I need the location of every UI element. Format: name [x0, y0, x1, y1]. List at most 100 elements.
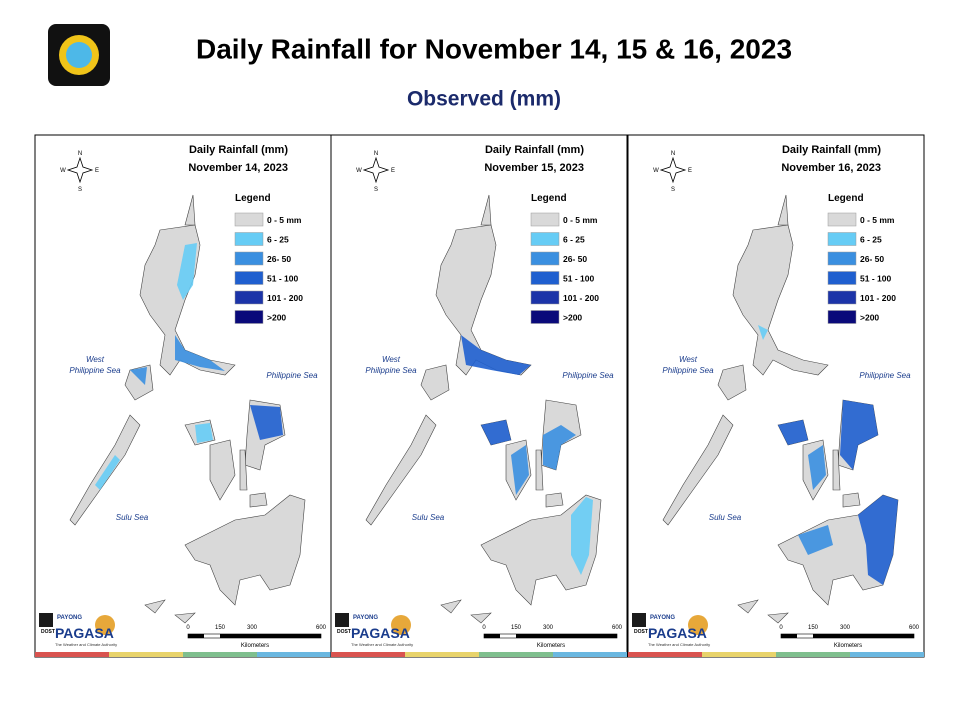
scale-tick: 600 [316, 625, 327, 631]
logo-mark [39, 613, 53, 627]
map-panel: Daily Rainfall (mm) November 16, 2023 Lege… [627, 134, 925, 658]
scale-bar [220, 634, 252, 638]
sea-label: Philippine Sea [562, 371, 614, 380]
compass-rose [659, 156, 687, 184]
logo-tagline: The Weather and Climate Authority [55, 642, 117, 647]
legend-label: 26- 50 [860, 254, 884, 264]
land [184, 194, 196, 226]
land [832, 449, 841, 491]
rain-area [481, 420, 511, 445]
legend-label: >200 [860, 313, 879, 323]
compass-s: S [671, 187, 675, 193]
legend-swatch [827, 290, 857, 305]
land [365, 414, 437, 526]
compass-e: E [688, 168, 692, 174]
legend-label: 101 - 200 [860, 293, 896, 303]
scale-tick: 150 [808, 625, 819, 631]
land [174, 612, 196, 624]
land [737, 599, 759, 614]
rain-area [250, 405, 283, 440]
legend-label: >200 [563, 313, 582, 323]
legend-title: Legend [235, 193, 271, 204]
map-title: Daily Rainfall (mm) [189, 144, 288, 156]
legend-swatch [234, 271, 264, 285]
footer-stripe [109, 652, 183, 657]
scale-bar [813, 634, 845, 638]
legend-swatch [234, 212, 264, 227]
footer-stripe [553, 652, 627, 657]
compass-w: W [60, 168, 66, 174]
logo-agency: DOST [634, 629, 648, 635]
legend-swatch [234, 232, 264, 246]
sea-label: Philippine Sea [365, 366, 417, 375]
logo-program: PAYONG [650, 615, 675, 621]
sea-label: Philippine Sea [266, 371, 318, 380]
header-logo [48, 24, 110, 86]
land [440, 599, 462, 614]
compass-w: W [653, 168, 659, 174]
scale-unit: Kilometers [834, 643, 862, 649]
compass-n: N [78, 151, 82, 157]
scale-tick: 0 [779, 625, 783, 631]
compass-e: E [95, 168, 99, 174]
legend-label: 101 - 200 [563, 293, 599, 303]
map-title: Daily Rainfall (mm) [782, 144, 881, 156]
logo-mark [335, 613, 349, 627]
scale-tick: 600 [909, 625, 920, 631]
footer-stripe [405, 652, 479, 657]
panels: Daily Rainfall (mm) November 14, 2023 Lege… [34, 134, 925, 658]
legend-label: 6 - 25 [267, 235, 289, 245]
legend-swatch [530, 251, 560, 266]
legend-swatch [530, 232, 560, 246]
scale-bar [845, 634, 914, 638]
rain-area [461, 335, 531, 375]
land [209, 439, 236, 501]
page-title: Daily Rainfall for November 14, 15 & 16,… [196, 33, 792, 64]
scale-tick: 300 [543, 625, 554, 631]
rain-area [95, 455, 120, 490]
legend-label: 26- 50 [563, 254, 587, 264]
page-subtitle: Observed (mm) [407, 88, 561, 111]
land [535, 449, 544, 491]
compass-e: E [391, 168, 395, 174]
scale-bar [188, 634, 204, 638]
map-panel: Daily Rainfall (mm) November 15, 2023 Lege… [330, 134, 628, 658]
land [842, 492, 861, 508]
legend-swatch [530, 310, 560, 324]
sea-label: Philippine Sea [662, 366, 714, 375]
logo-name: PAGASA [55, 625, 114, 641]
compass-rose [362, 156, 390, 184]
scale-tick: 300 [247, 625, 258, 631]
rain-area [130, 367, 147, 385]
logo-mark [95, 615, 115, 635]
logo-program: PAYONG [353, 615, 378, 621]
legend-label: 0 - 5 mm [860, 215, 895, 225]
logo-agency: DOST [337, 629, 351, 635]
legend-swatch [530, 212, 560, 227]
rain-area [511, 445, 529, 495]
footer-stripe [257, 652, 331, 657]
legend-label: >200 [267, 313, 286, 323]
scale-bar [516, 634, 548, 638]
compass-s: S [78, 187, 82, 193]
legend-swatch [827, 310, 857, 324]
land [420, 364, 450, 401]
rain-area [758, 325, 768, 340]
footer-stripe [479, 652, 553, 657]
logo-name: PAGASA [351, 625, 410, 641]
footer-stripe [331, 652, 405, 657]
logo-tagline: The Weather and Climate Authority [648, 642, 710, 647]
land [732, 224, 829, 376]
scale-tick: 0 [482, 625, 486, 631]
legend-swatch [827, 251, 857, 266]
scale-tick: 300 [840, 625, 851, 631]
sea-label: Sulu Sea [709, 513, 742, 522]
compass-rose [66, 156, 94, 184]
rain-area [571, 497, 593, 575]
land [480, 194, 492, 226]
scale-bar [781, 634, 797, 638]
map-date: November 16, 2023 [781, 162, 881, 174]
legend-label: 101 - 200 [267, 293, 303, 303]
legend-title: Legend [531, 193, 567, 204]
